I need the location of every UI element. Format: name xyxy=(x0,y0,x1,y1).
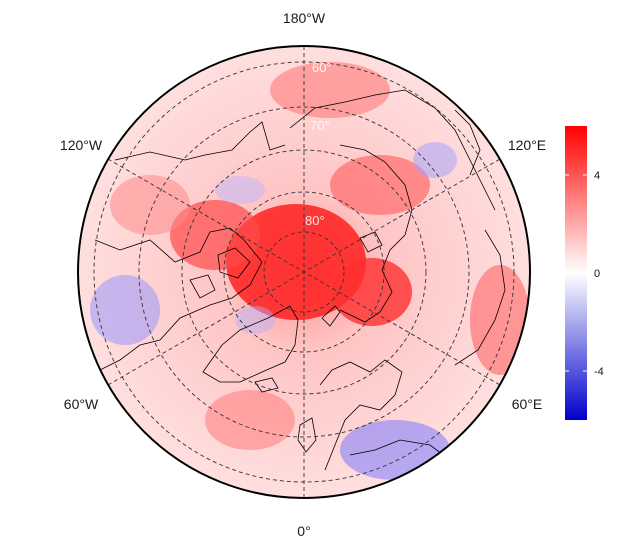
colorbar-ticks: 4 0 -4 xyxy=(565,170,604,378)
latitude-circle-50 xyxy=(138,106,470,438)
latitude-circle-70 xyxy=(223,191,385,353)
coldspot-hudson-bay xyxy=(90,275,160,345)
hotspot-bering-chukchi xyxy=(270,62,390,118)
colorbar-tick-label: -4 xyxy=(594,366,604,378)
colorbar-tick-label: 0 xyxy=(594,268,600,280)
coldspot-baffin xyxy=(235,306,275,334)
colorbar: 4 0 -4 xyxy=(565,126,604,420)
coldspot-alaska xyxy=(215,176,265,204)
longitude-gridlines xyxy=(107,46,501,498)
coldspot-eastern-europe xyxy=(340,420,450,480)
coastlines xyxy=(94,89,506,471)
latitude-circle-80 xyxy=(263,231,345,313)
longitude-label-120w: 120°W xyxy=(60,137,103,153)
hotspot-north-pacific xyxy=(110,175,190,235)
hotspot-north-atlantic xyxy=(205,390,295,450)
hotspot-eastern-siberia xyxy=(330,155,430,215)
latitude-label-60: 60° xyxy=(312,60,332,75)
longitude-label-0: 0° xyxy=(297,523,310,539)
colorbar-gradient xyxy=(565,126,587,420)
anomaly-field xyxy=(78,46,530,498)
colorbar-tick-label: 4 xyxy=(594,170,600,182)
longitude-label-60w: 60°W xyxy=(64,396,99,412)
longitude-label-120e: 120°E xyxy=(508,137,546,153)
hotspot-kara-sea xyxy=(332,258,412,326)
hotspot-central-arctic xyxy=(226,204,366,320)
latitude-label-70: 70° xyxy=(310,118,330,133)
hotspot-western-arctic xyxy=(170,200,260,270)
meridian-120-300 xyxy=(107,158,501,386)
map-panel: 60° 70° 80° 180°W 120°W 120°E 60°W 60°E … xyxy=(60,10,546,539)
latitude-label-80: 80° xyxy=(305,213,325,228)
hotspot-east-asia xyxy=(470,265,530,375)
longitude-label-180w: 180°W xyxy=(283,10,326,26)
longitude-label-60e: 60°E xyxy=(512,396,543,412)
map-boundary xyxy=(77,45,531,499)
latitude-circle-60 xyxy=(181,149,427,395)
coldspot-siberia xyxy=(413,142,457,178)
